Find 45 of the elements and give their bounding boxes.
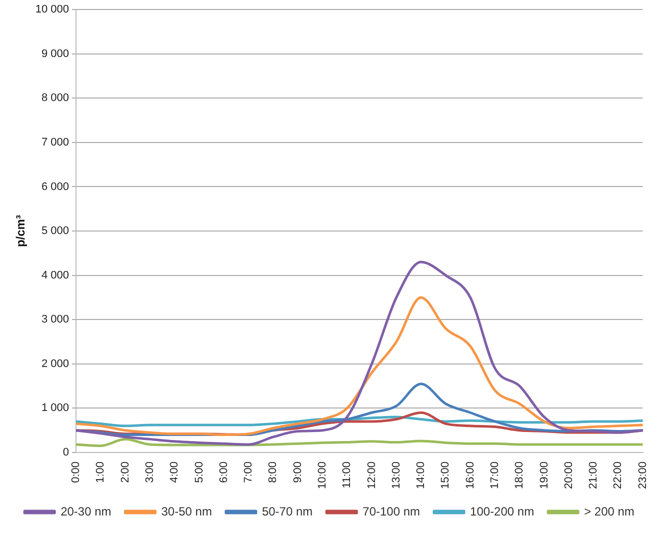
x-tick-label: 2:00 [119, 461, 132, 483]
x-tick-label: 13:00 [390, 461, 402, 490]
x-tick-label: 19:00 [538, 461, 550, 490]
x-tick-label: 11:00 [341, 461, 354, 488]
x-tick-label: 4:00 [168, 461, 181, 483]
x-tick-label: 8:00 [267, 461, 280, 483]
y-tick-label: 3 000 [42, 314, 70, 326]
line-series [74, 296, 644, 436]
y-tick-label: 6 000 [42, 180, 70, 193]
x-tick-label: 21:00 [588, 461, 600, 490]
x-tick-label: 18:00 [514, 461, 526, 490]
x-tick-label: 17:00 [488, 461, 501, 490]
x-tick-label: 5:00 [193, 461, 206, 483]
x-tick-label: 15:00 [440, 461, 452, 490]
x-tick-label: 7:00 [242, 461, 255, 483]
x-tick-label: 23:00 [636, 461, 649, 490]
y-tick-label: 2 000 [42, 358, 70, 370]
y-tick-label: 9 000 [42, 48, 70, 60]
x-tick-label: 14:00 [415, 461, 428, 490]
x-tick-label: 10:00 [316, 461, 328, 490]
y-tick-label: 10 000 [35, 4, 70, 16]
x-tick-label: 22:00 [612, 461, 624, 490]
y-tick-label: 1 000 [42, 402, 70, 414]
x-tick-label: 3:00 [144, 461, 156, 483]
y-axis-title: p/cm³ [14, 215, 28, 248]
y-tick-label: 7 000 [42, 136, 70, 148]
x-tick-label: 0:00 [70, 461, 82, 483]
legend-label: 100-200 nm [470, 504, 534, 518]
legend-label: 50-70 nm [262, 504, 313, 518]
y-tick-label: 5 000 [42, 225, 70, 238]
legend-label: 70-100 nm [362, 504, 420, 518]
line-series [74, 260, 644, 446]
x-tick-label: 9:00 [292, 461, 304, 483]
x-tick-label: 16:00 [464, 461, 476, 490]
legend-label: > 200 nm [584, 504, 634, 518]
x-tick-label: 12:00 [366, 461, 378, 490]
y-tick-label: 4 000 [42, 269, 70, 282]
legend-label: 30-50 nm [161, 504, 212, 518]
x-tick-label: 1:00 [94, 461, 107, 483]
x-tick-label: 20:00 [562, 461, 575, 490]
x-tick-label: 6:00 [218, 461, 230, 483]
legend-label: 20-30 nm [60, 504, 112, 518]
y-tick-label: 8 000 [42, 92, 70, 104]
y-tick-label: 0 [62, 446, 70, 459]
line-series [74, 438, 644, 448]
